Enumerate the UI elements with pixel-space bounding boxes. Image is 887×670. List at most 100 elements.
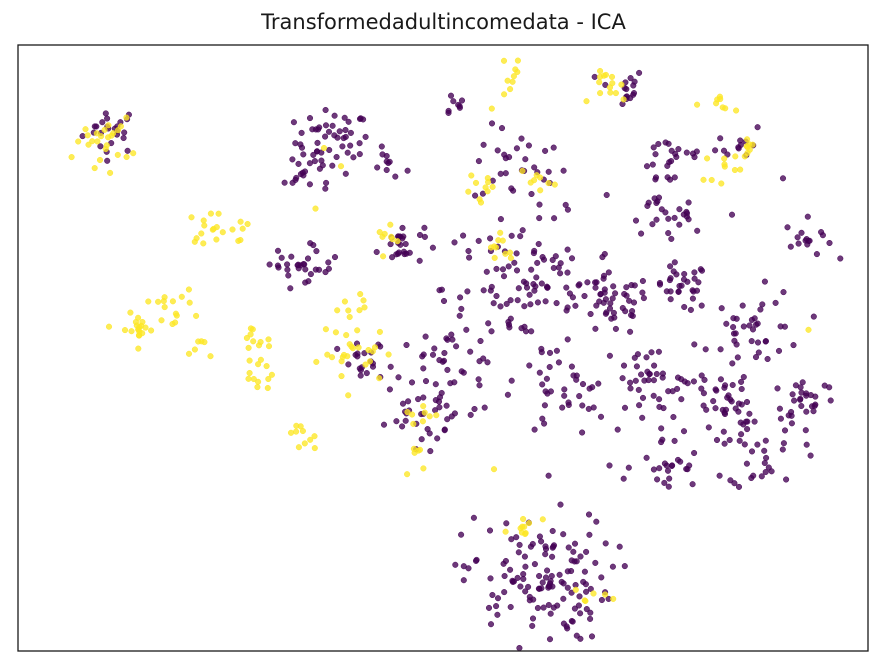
scatter-point — [127, 309, 134, 316]
scatter-point — [656, 403, 663, 410]
scatter-point — [488, 120, 496, 127]
scatter-point — [667, 263, 674, 270]
scatter-point — [505, 263, 512, 270]
scatter-point — [97, 143, 104, 150]
scatter-point — [590, 590, 597, 597]
scatter-point — [738, 385, 745, 393]
scatter-point — [467, 411, 474, 418]
scatter-point — [107, 169, 114, 176]
scatter-point — [736, 437, 743, 444]
scatter-point — [402, 417, 409, 424]
scatter-point — [487, 287, 494, 294]
scatter-point — [598, 574, 605, 581]
scatter-point — [342, 126, 349, 134]
scatter-point — [684, 380, 691, 387]
scatter-point — [313, 358, 320, 365]
scatter-point — [475, 158, 482, 165]
scatter-point — [191, 238, 198, 245]
scatter-point — [596, 298, 603, 305]
scatter-point — [611, 314, 618, 321]
scatter-point — [299, 169, 306, 176]
scatter-point — [124, 147, 131, 154]
scatter-point — [570, 548, 577, 555]
scatter-point — [504, 77, 511, 84]
scatter-point — [506, 324, 513, 331]
scatter-point — [780, 440, 787, 447]
scatter-point — [400, 248, 407, 255]
scatter-point — [700, 390, 707, 397]
scatter-point — [484, 359, 491, 366]
scatter-point — [522, 563, 529, 570]
scatter-point — [583, 98, 590, 105]
scatter-point — [362, 361, 369, 368]
scatter-point — [284, 266, 291, 273]
scatter-point — [668, 235, 675, 242]
scatter-point — [544, 284, 551, 291]
scatter-point — [155, 298, 162, 305]
scatter-point — [585, 511, 593, 518]
scatter-point — [207, 210, 214, 217]
scatter-point — [436, 287, 443, 294]
scatter-point — [342, 170, 349, 177]
scatter-point — [720, 428, 727, 435]
scatter-point — [632, 217, 640, 224]
scatter-point — [476, 382, 483, 389]
scatter-point — [489, 183, 496, 190]
scatter-point — [466, 254, 473, 261]
scatter-point — [475, 237, 482, 244]
scatter-point — [431, 345, 438, 352]
scatter-point — [480, 287, 487, 294]
scatter-point — [665, 215, 672, 222]
scatter-point — [542, 298, 549, 305]
scatter-point — [798, 402, 805, 410]
scatter-point — [392, 173, 399, 180]
scatter-point — [422, 333, 429, 340]
scatter-point — [592, 284, 599, 291]
scatter-point — [538, 280, 545, 287]
scatter-point — [419, 418, 426, 425]
scatter-point — [246, 357, 253, 364]
scatter-point — [295, 444, 302, 451]
scatter-point — [169, 298, 176, 305]
scatter-point — [488, 328, 495, 335]
scatter-point — [200, 217, 207, 224]
scatter-point — [334, 134, 341, 141]
scatter-point — [721, 161, 728, 168]
scatter-point — [340, 351, 348, 358]
scatter-point — [281, 179, 288, 186]
scatter-point — [451, 379, 458, 386]
scatter-point — [465, 247, 472, 255]
scatter-point — [326, 146, 333, 154]
scatter-point — [545, 168, 552, 175]
scatter-point — [755, 349, 762, 356]
scatter-point — [415, 396, 422, 403]
scatter-point — [387, 221, 394, 228]
scatter-point — [460, 563, 467, 570]
scatter-point — [420, 465, 427, 472]
scatter-point — [669, 388, 676, 395]
scatter-point — [631, 354, 638, 361]
scatter-point — [356, 140, 363, 147]
scatter-point — [652, 151, 659, 158]
scatter-point — [334, 307, 341, 314]
scatter-point — [748, 338, 755, 345]
scatter-point — [345, 392, 352, 399]
scatter-point — [826, 239, 833, 247]
scatter-point — [667, 296, 674, 303]
scatter-point — [568, 589, 575, 596]
scatter-point — [354, 327, 361, 334]
scatter-point — [553, 300, 560, 307]
scatter-point — [464, 288, 471, 295]
scatter-point — [648, 349, 655, 356]
scatter-point — [408, 379, 416, 386]
scatter-point — [687, 306, 694, 313]
scatter-point — [497, 303, 504, 310]
scatter-point — [510, 187, 517, 194]
scatter-point — [761, 278, 768, 285]
scatter-point — [306, 181, 313, 188]
scatter-point — [445, 109, 452, 116]
scatter-point — [440, 297, 448, 305]
scatter-point — [744, 149, 751, 157]
scatter-point — [265, 375, 272, 383]
scatter-point — [293, 428, 300, 435]
